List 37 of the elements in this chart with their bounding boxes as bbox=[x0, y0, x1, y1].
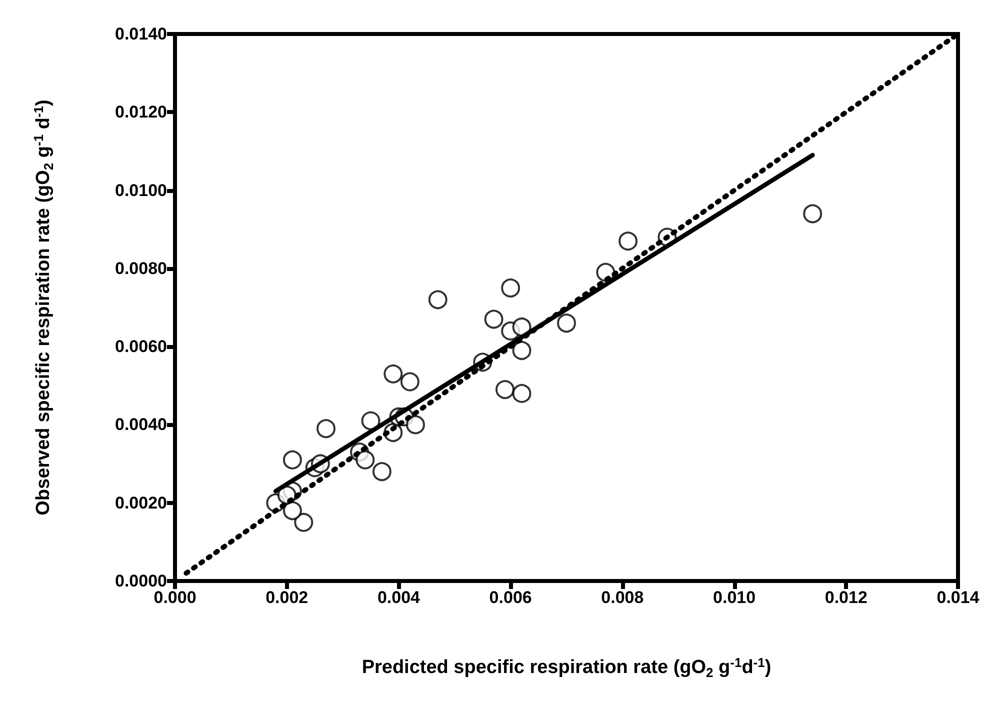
point bbox=[282, 501, 302, 520]
point bbox=[803, 204, 822, 224]
point bbox=[512, 340, 532, 360]
point bbox=[400, 372, 420, 392]
point bbox=[316, 419, 336, 438]
point bbox=[495, 380, 514, 400]
point bbox=[501, 278, 520, 298]
y-tick-label: 0.0060 bbox=[115, 337, 167, 356]
y-tick-label: 0.0140 bbox=[115, 24, 167, 44]
x-tick-label: 0.004 bbox=[377, 588, 421, 607]
point bbox=[384, 364, 403, 384]
y-tick-label: 0.0020 bbox=[115, 493, 167, 512]
point bbox=[356, 450, 375, 470]
x-tick-label: 0.012 bbox=[824, 588, 868, 607]
point bbox=[428, 290, 448, 310]
x-tick-label: 0.000 bbox=[154, 588, 196, 607]
point bbox=[406, 415, 425, 434]
x-tick-label: 0.010 bbox=[713, 588, 756, 607]
point bbox=[484, 310, 504, 329]
y-tick-label: 0.0040 bbox=[115, 415, 167, 434]
y-axis-title: Observed specific respiration rate (gO2 g-1 d-1) bbox=[31, 100, 56, 516]
x-tick-label: 0.006 bbox=[489, 588, 532, 607]
x-tick-label: 0.014 bbox=[936, 588, 980, 607]
x-tick-label: 0.002 bbox=[266, 588, 308, 607]
point bbox=[557, 314, 576, 333]
point bbox=[512, 384, 532, 403]
point bbox=[372, 462, 392, 482]
y-tick-label: 0.0000 bbox=[115, 572, 167, 590]
y-tick-label: 0.0120 bbox=[115, 102, 167, 122]
x-tick-label: 0.008 bbox=[601, 588, 644, 607]
y-tick-label: 0.0100 bbox=[115, 180, 167, 200]
y-tick-label: 0.0080 bbox=[115, 258, 167, 278]
point bbox=[618, 232, 638, 251]
point bbox=[361, 411, 380, 430]
point bbox=[512, 318, 532, 337]
point bbox=[294, 512, 314, 532]
point bbox=[282, 450, 302, 470]
